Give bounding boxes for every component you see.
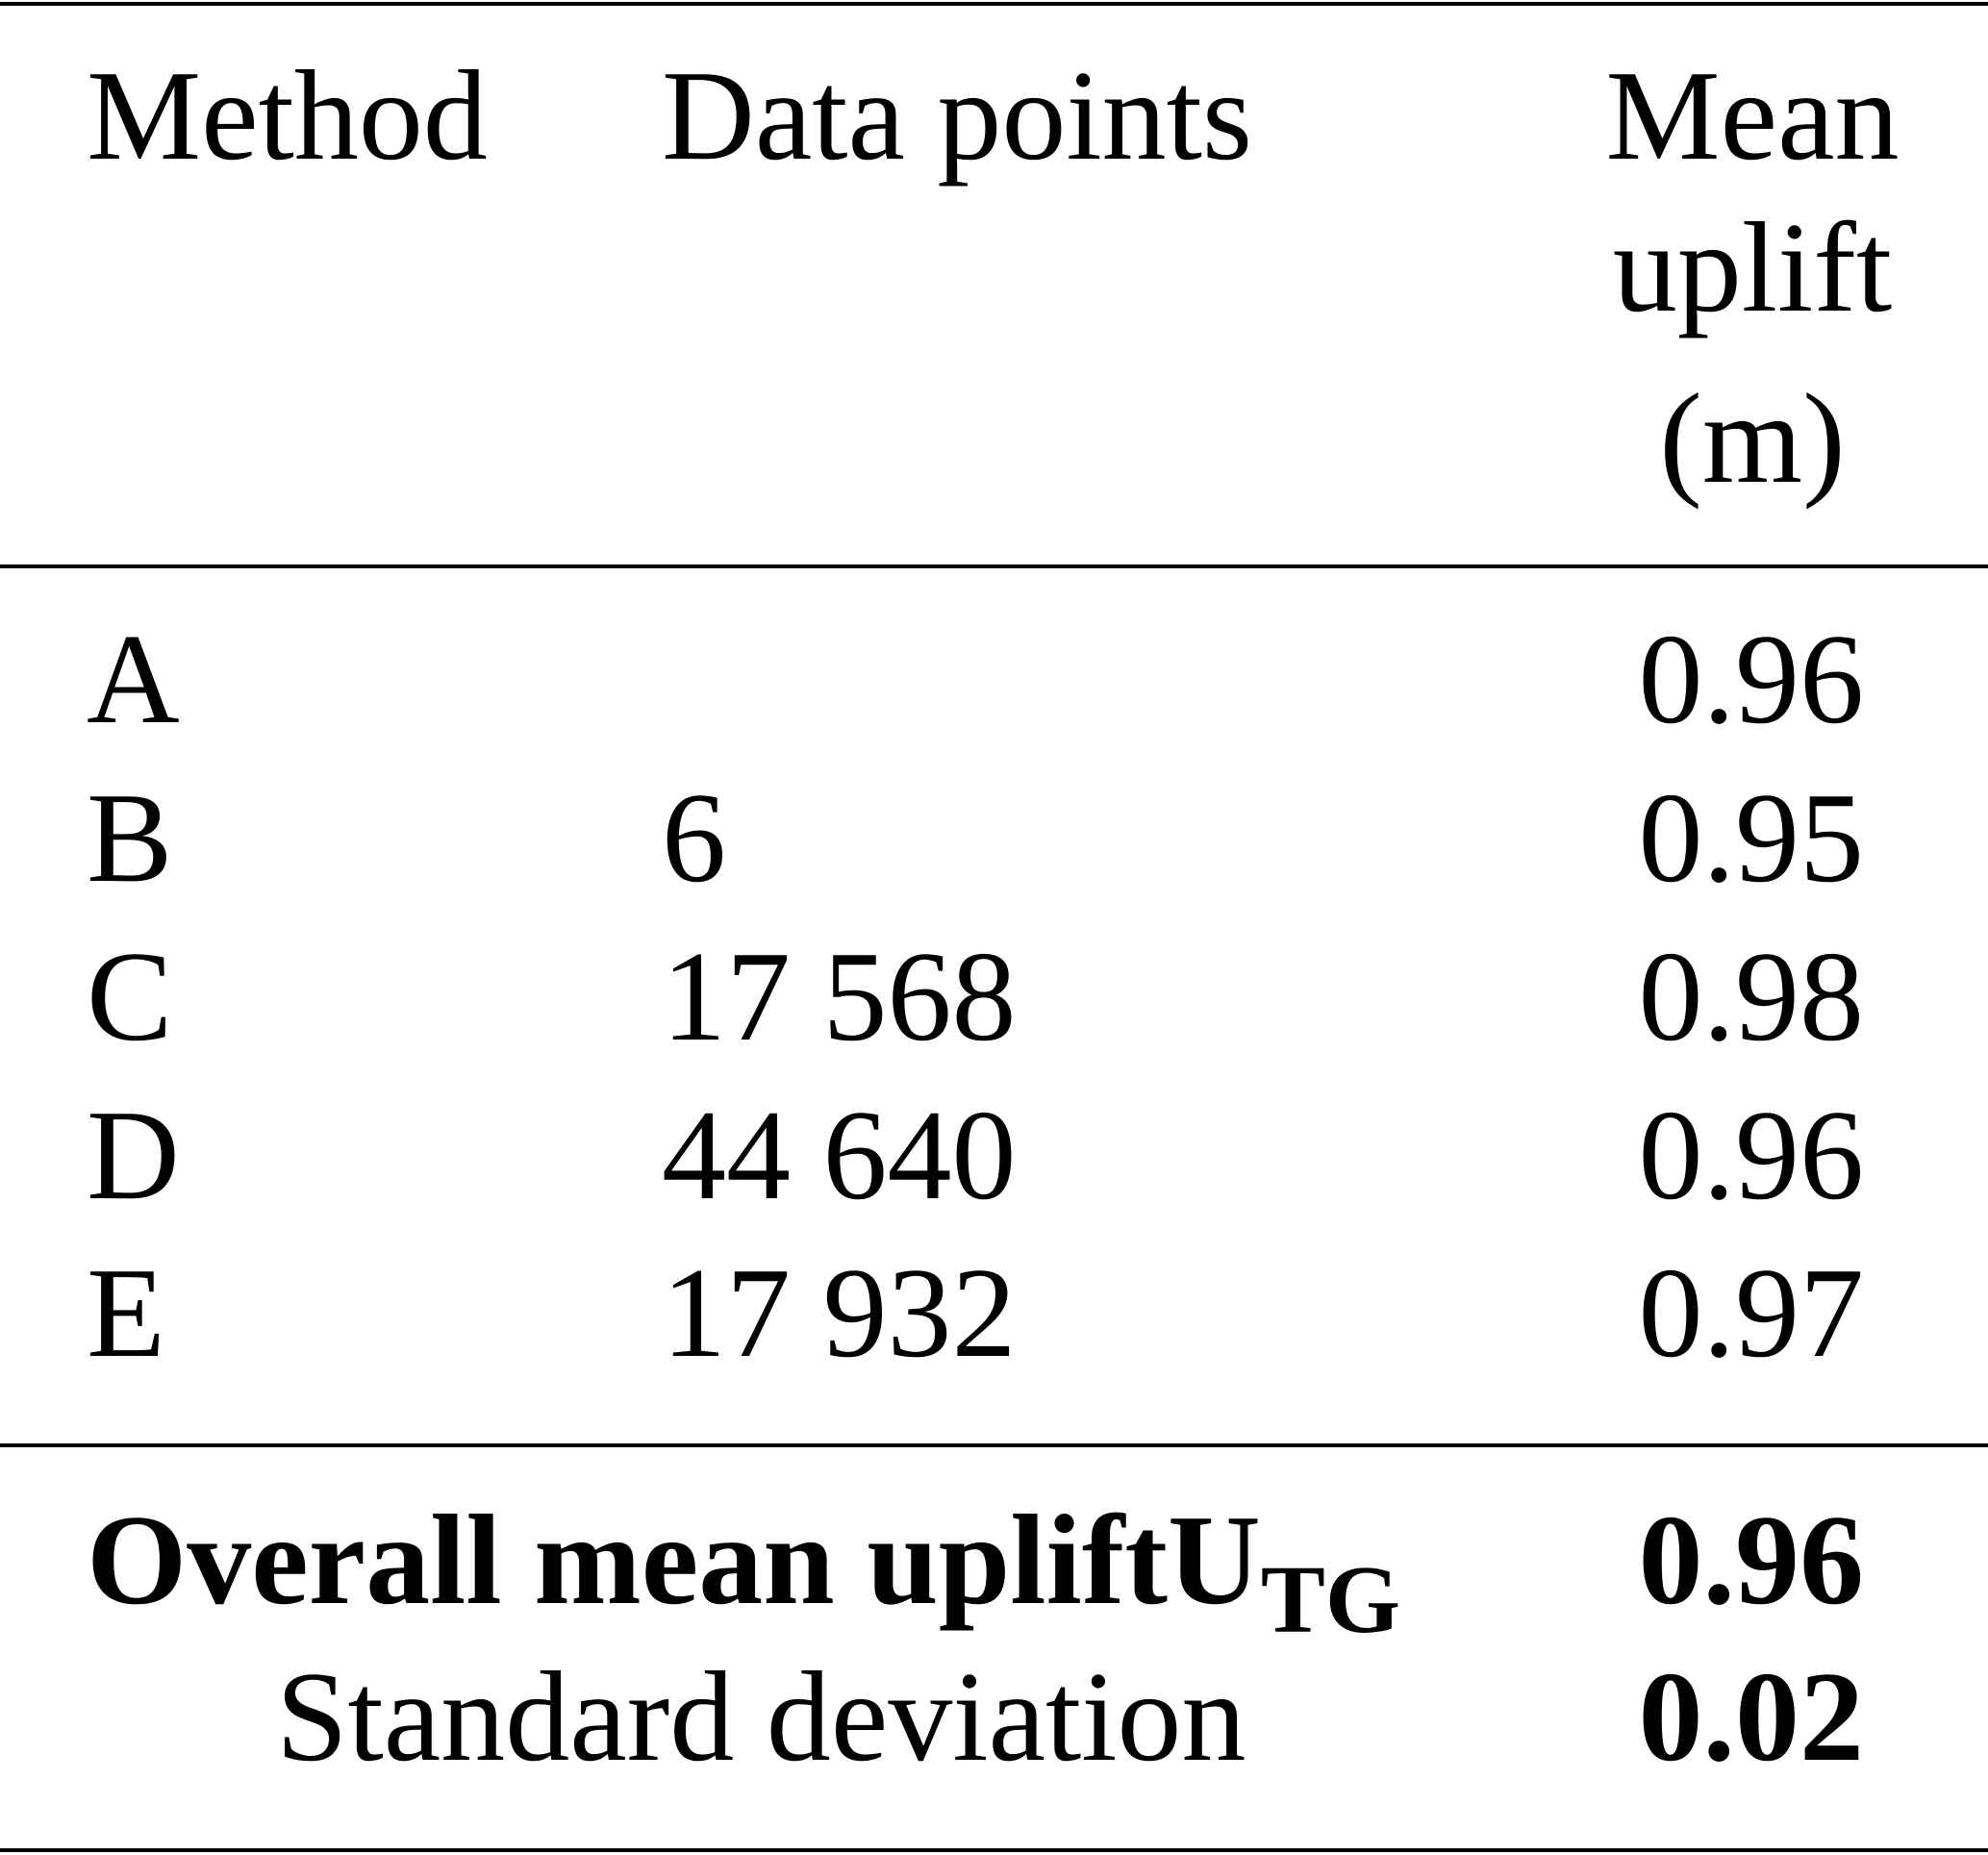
overall-mean-symbol: U	[1168, 1489, 1261, 1631]
row-method: B	[87, 766, 173, 909]
std-dev-value: 0.02	[1638, 1645, 1865, 1788]
row-data-points: 17 568	[662, 925, 1017, 1067]
row-mean-uplift: 0.95	[1638, 766, 1865, 909]
top-rule	[0, 2, 1988, 6]
overall-mean-subscript: TG	[1260, 1545, 1401, 1654]
overall-mean-value: 0.96	[1638, 1489, 1865, 1631]
bottom-rule	[0, 1848, 1988, 1852]
row-data-points: 6	[662, 766, 726, 909]
row-mean-uplift: 0.98	[1638, 925, 1865, 1067]
header-method: Method	[87, 44, 488, 187]
row-mean-uplift: 0.96	[1638, 1084, 1865, 1226]
std-dev-label: Standard deviation	[276, 1645, 1246, 1788]
row-method: D	[87, 1084, 180, 1226]
row-data-points: 17 932	[662, 1241, 1017, 1384]
header-mean-uplift-line1: Mean	[1605, 44, 1900, 187]
summary-rule	[0, 1443, 1988, 1447]
row-method: A	[87, 608, 180, 750]
overall-mean-text: Overall mean uplift	[87, 1489, 1169, 1631]
row-data-points: 44 640	[662, 1084, 1017, 1226]
overall-mean-label: Overall mean upliftUTG	[87, 1495, 1400, 1647]
row-mean-uplift: 0.97	[1638, 1241, 1865, 1384]
row-mean-uplift: 0.96	[1638, 608, 1865, 750]
row-method: E	[87, 1241, 165, 1384]
header-data-points: Data points	[662, 44, 1253, 187]
header-mean-uplift-line2: uplift	[1612, 196, 1893, 338]
header-mean-uplift-line3: (m)	[1659, 367, 1846, 510]
row-method: C	[87, 925, 173, 1067]
header-rule	[0, 564, 1988, 568]
